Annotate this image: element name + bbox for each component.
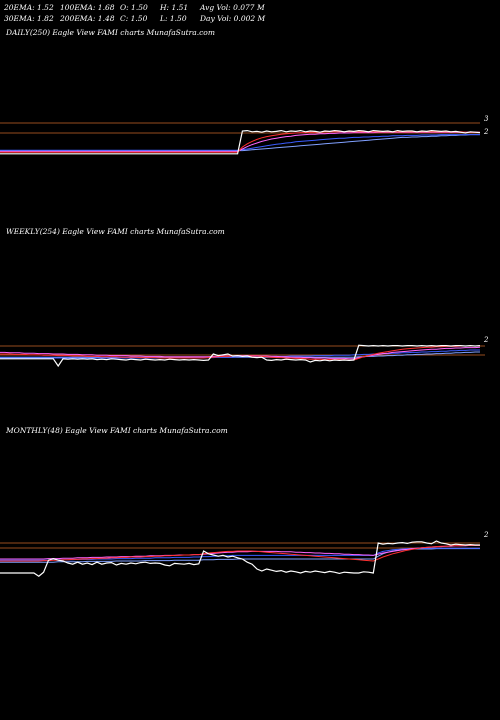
daily-chart-panel: 32 bbox=[0, 115, 489, 155]
daily-ema20-line bbox=[0, 131, 480, 153]
weekly-chart-title: WEEKLY(254) Eagle View FAMI charts Munaf… bbox=[6, 227, 225, 236]
weekly-ema100-line bbox=[0, 349, 480, 359]
daily-y-tick-label: 2 bbox=[483, 128, 489, 136]
stat-30ema: 30EMA: 1.82 bbox=[4, 14, 54, 23]
stat-close: C: 1.50 bbox=[120, 14, 148, 23]
daily-y-tick-label: 3 bbox=[484, 115, 489, 123]
stat-day-vol: Day Vol: 0.002 M bbox=[200, 14, 266, 23]
weekly-chart-panel: 2 bbox=[0, 336, 489, 368]
stat-high: H: 1.51 bbox=[160, 3, 189, 12]
stat-open: O: 1.50 bbox=[120, 3, 148, 12]
monthly-chart-panel: 2 bbox=[0, 531, 489, 577]
stat-avg-vol: Avg Vol: 0.077 M bbox=[200, 3, 265, 12]
weekly-price-line bbox=[0, 344, 481, 368]
monthly-y-tick-label: 2 bbox=[483, 531, 489, 539]
stat-200ema: 200EMA: 1.48 bbox=[60, 14, 115, 23]
daily-price-line bbox=[0, 129, 481, 155]
stat-low: L: 1.50 bbox=[160, 14, 187, 23]
stat-100ema: 100EMA: 1.68 bbox=[60, 3, 115, 12]
monthly-chart-title: MONTHLY(48) Eagle View FAMI charts Munaf… bbox=[6, 426, 228, 435]
monthly-ema30-line bbox=[0, 544, 480, 560]
stat-20ema: 20EMA: 1.52 bbox=[4, 3, 54, 12]
daily-chart-title: DAILY(250) Eagle View FAMI charts Munafa… bbox=[6, 28, 215, 37]
monthly-price-line bbox=[0, 540, 480, 577]
monthly-ema20-line bbox=[0, 544, 480, 562]
weekly-y-tick-label: 2 bbox=[483, 336, 489, 344]
